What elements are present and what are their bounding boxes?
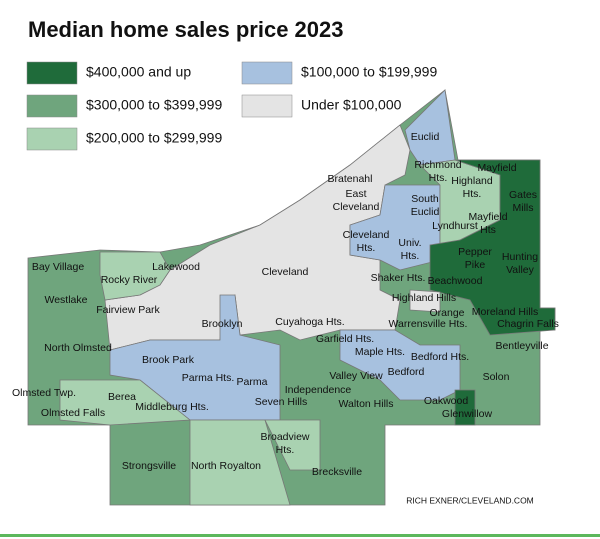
legend-label: $300,000 to $399,999 [86,97,222,113]
place-label: Maple Hts. [355,346,405,358]
place-label: Parma Hts. [182,372,235,384]
bottom-rule [0,534,600,537]
place-label: Orange [429,307,464,319]
place-label: Cleveland [262,266,309,278]
place-label: Hts. [463,188,482,200]
place-label: Euclid [411,131,440,143]
place-label: Glenwillow [442,408,493,420]
title: Median home sales price 2023 [28,17,344,42]
place-label: Valley View [329,370,383,382]
region [99,251,171,301]
region [189,419,291,506]
place-label: Seven Hills [255,396,308,408]
place-label: Strongsville [122,460,176,472]
place-label: Garfield Hts. [316,333,374,345]
place-label: Hts. [357,242,376,254]
place-label: Cuyahoga Hts. [275,316,344,328]
place-label: Olmsted Falls [41,407,105,419]
place-label: Gates [509,189,537,201]
place-label: Lyndhurst [432,220,478,232]
place-label: Brooklyn [202,318,243,330]
place-label: Bentleyville [495,340,548,352]
place-label: Brecksville [312,466,362,478]
legend: $400,000 and up $300,000 to $399,999 $200,… [26,61,437,151]
place-label: Broadview [260,431,309,443]
place-label: Hts. [429,172,448,184]
place-label: Bedford [388,366,425,378]
place-label: Hunting [502,251,538,263]
place-label: Highland [451,175,493,187]
place-label: Univ. [398,237,421,249]
place-label: Highland Hills [392,292,456,304]
place-label: Hts. [276,444,295,456]
place-label: Bay Village [32,261,85,273]
place-label: Pepper [458,246,492,258]
place-label: Rocky River [101,274,158,286]
place-label: Beachwood [428,275,483,287]
region [109,294,281,421]
legend-swatch [241,94,293,118]
place-label: Olmsted Twp. [12,387,76,399]
legend-swatch [26,61,78,85]
credit: RICH EXNER/CLEVELAND.COM [406,495,534,505]
place-label: South [411,193,439,205]
place-label: Oakwood [424,395,469,407]
labels: EuclidBratenahlRichmondHts.MayfieldHighl… [12,131,559,478]
place-label: Brook Park [142,354,195,366]
place-label: Hts. [401,250,420,262]
legend-swatch [241,61,293,85]
place-label: Walton Hills [338,398,393,410]
place-label: Independence [285,384,352,396]
place-label: Lakewood [152,261,200,273]
legend-label: $200,000 to $299,999 [86,130,222,146]
place-label: Euclid [411,206,440,218]
place-label: Solon [483,371,510,383]
regions [27,89,556,506]
place-label: North Royalton [191,460,261,472]
place-label: Moreland Hills [472,306,539,318]
legend-swatch [26,127,78,151]
region [59,379,192,426]
place-label: Pike [465,259,486,271]
place-label: Mayfield [477,162,516,174]
place-label: Cleveland [343,229,390,241]
place-label: Shaker Hts. [371,272,426,284]
place-label: Richmond [414,159,461,171]
place-label: Parma [237,376,268,388]
place-label: Fairview Park [96,304,160,316]
region [264,419,321,471]
place-label: Mayfield [468,211,507,223]
region [339,329,461,401]
place-label: Bedford Hts. [411,351,469,363]
place-label: Hts [480,224,496,236]
place-label: Westlake [45,294,88,306]
region [429,159,556,336]
place-label: Berea [108,391,136,403]
place-label: East [345,188,366,200]
place-label: Cleveland [333,201,380,213]
region [409,289,441,313]
place-label: Valley [506,264,535,276]
place-label: Mills [513,202,534,214]
place-label: Middleburg Hts. [135,401,209,413]
legend-label: Under $100,000 [301,97,402,113]
legend-swatch [26,94,78,118]
region [454,389,476,426]
legend-label: $100,000 to $199,999 [301,64,437,80]
place-label: Warrensville Hts. [389,318,468,330]
place-label: Chagrin Falls [497,318,559,330]
place-label: North Olmsted [44,342,112,354]
legend-label: $400,000 and up [86,64,191,80]
place-label: Bratenahl [328,173,373,185]
